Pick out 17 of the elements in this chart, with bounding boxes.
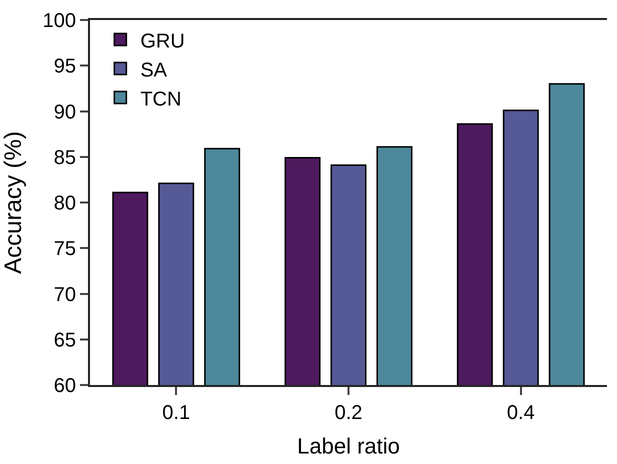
legend-label: GRU <box>140 30 185 52</box>
y-tick-label: 65 <box>54 329 76 352</box>
x-tick-label: 0.1 <box>162 402 190 424</box>
x-tick-label: 0.2 <box>334 402 362 424</box>
y-tick-label: 90 <box>54 101 76 124</box>
y-tick-label: 80 <box>54 192 76 214</box>
y-tick-label: 100 <box>42 10 76 32</box>
legend-label: TCN <box>140 88 182 110</box>
y-tick-label: 75 <box>54 238 76 260</box>
legend-label: SA <box>140 59 168 82</box>
y-tick-label: 95 <box>54 56 76 78</box>
y-axis-title: Accuracy (%) <box>0 131 27 274</box>
x-tick-label: 0.4 <box>506 402 535 424</box>
x-axis-title: Label ratio <box>297 433 400 458</box>
y-tick-label: 70 <box>54 284 76 306</box>
y-tick-label: 85 <box>54 146 76 169</box>
y-tick-label: 60 <box>54 375 76 397</box>
